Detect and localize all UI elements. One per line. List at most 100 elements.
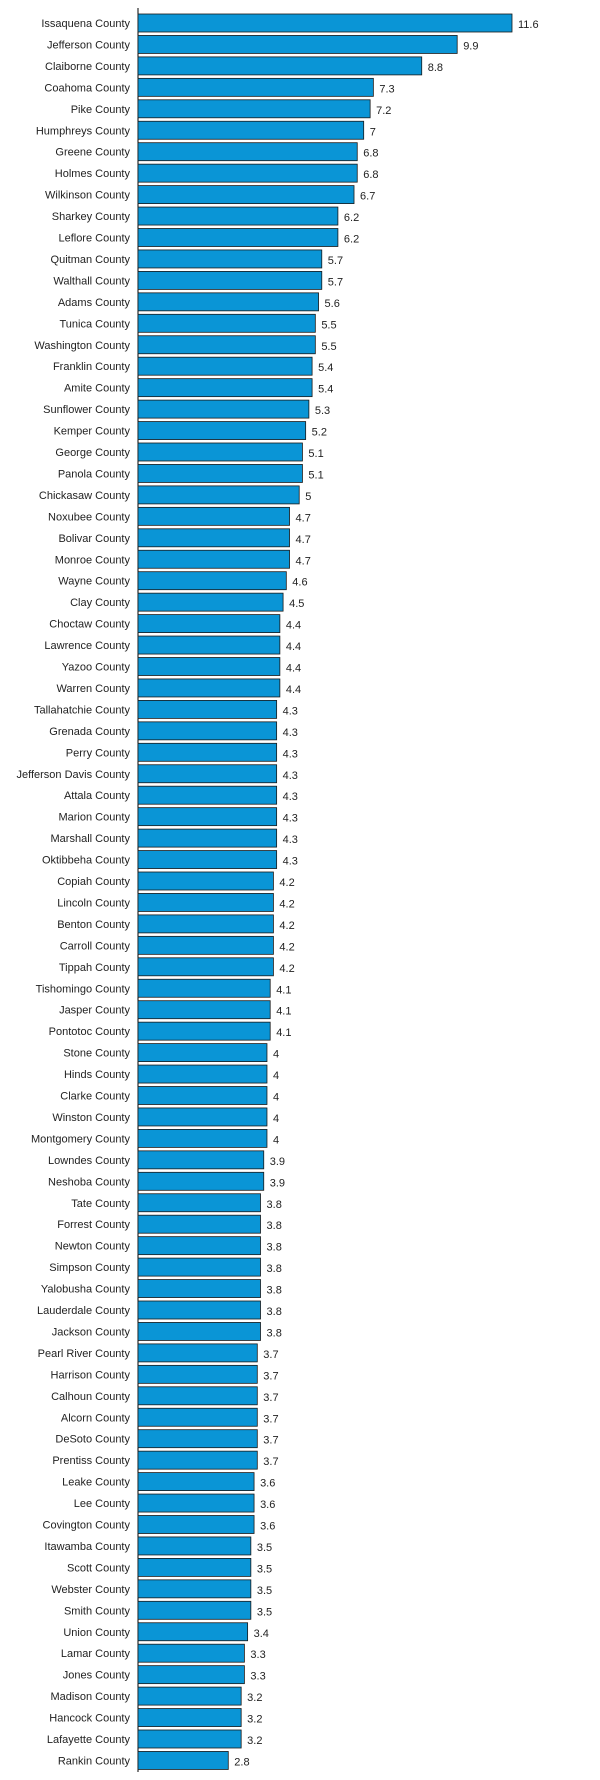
category-label: Choctaw County [49,619,130,631]
value-label: 4.3 [283,727,298,739]
value-label: 6.2 [344,212,359,224]
bar [137,249,323,269]
value-label: 4.3 [283,834,298,846]
bar [137,700,278,719]
value-label: 4.3 [283,748,298,760]
bar [137,399,310,419]
category-label: Jasper County [59,1005,130,1017]
category-label: Clarke County [60,1091,130,1103]
category-label: Sunflower County [43,404,130,416]
category-label: Jackson County [52,1326,131,1338]
category-label: Tishomingo County [36,983,131,995]
bar [137,1665,245,1685]
value-label: 5 [305,491,311,503]
category-label: Webster County [51,1584,130,1596]
value-label: 5.2 [312,427,327,439]
bar [137,871,274,891]
category-label: Pearl River County [38,1348,131,1360]
category-label: Claiborne County [45,61,130,73]
bar [137,1729,242,1749]
bar [137,893,274,912]
bar [137,1343,258,1363]
category-label: Prentiss County [52,1455,130,1467]
value-label: 4.1 [276,984,291,996]
bar [137,1300,261,1320]
bar [137,1043,268,1062]
value-label: 3.7 [263,1413,278,1425]
bar [137,313,316,333]
value-label: 6.8 [363,148,378,160]
category-label: Tate County [71,1198,130,1210]
value-label: 3.7 [263,1392,278,1404]
bar [137,421,307,440]
category-label: Warren County [56,683,130,695]
category-label: Yazoo County [62,662,131,674]
bar [137,1579,252,1599]
value-label: 9.9 [463,40,478,52]
value-label: 3.6 [260,1478,275,1490]
bar [137,1214,261,1234]
value-label: 4.2 [279,941,294,953]
bar [137,1558,252,1577]
value-label: 3.4 [254,1628,269,1640]
bar [137,270,323,290]
category-label: Issaquena County [41,18,130,30]
bar [137,1536,252,1556]
category-label: Panola County [58,468,131,480]
bar [137,228,339,247]
category-label: Perry County [66,747,131,759]
bar [137,1171,265,1191]
bar [137,785,278,805]
value-label: 3.8 [267,1306,282,1318]
value-label: 4 [273,1113,279,1125]
bar [137,935,274,955]
category-label: Jefferson Davis County [16,769,130,781]
bar [137,1129,268,1148]
bar [137,485,300,505]
category-label: Tippah County [59,962,131,974]
value-label: 3.5 [257,1606,272,1618]
bar [137,914,274,934]
bar [137,1364,258,1384]
category-label: Lamar County [61,1648,131,1660]
bar [137,850,278,869]
value-label: 3.8 [267,1242,282,1254]
value-label: 4.2 [279,877,294,889]
category-label: Clay County [70,597,130,609]
value-label: 3.2 [247,1735,262,1747]
category-label: Yalobusha County [41,1284,131,1296]
category-label: Lauderdale County [37,1305,130,1317]
category-label: Hinds County [64,1069,131,1081]
bar [137,1686,242,1706]
category-label: Kemper County [54,426,131,438]
category-label: Wayne County [58,576,130,588]
bar [137,635,281,655]
bar [137,120,365,140]
value-label: 3.8 [267,1199,282,1211]
bar [137,1622,249,1642]
category-label: Monroe County [55,554,131,566]
category-label: Hancock County [49,1713,130,1725]
category-label: Washington County [34,340,130,352]
category-label: Leake County [62,1477,130,1489]
value-label: 4.4 [286,684,301,696]
bar [137,464,303,483]
category-label: Union County [63,1627,130,1639]
category-label: George County [55,447,130,459]
bar [137,1450,258,1470]
value-label: 4.3 [283,813,298,825]
value-label: 4.3 [283,705,298,717]
category-label: Walthall County [53,275,130,287]
bar [137,721,278,741]
value-label: 3.8 [267,1263,282,1275]
value-label: 3.8 [267,1285,282,1297]
value-label: 6.8 [363,169,378,181]
bar [137,335,316,355]
bar [137,1493,255,1513]
value-label: 4.3 [283,770,298,782]
bar [137,614,281,633]
category-label: Winston County [52,1112,130,1124]
value-label: 3.5 [257,1585,272,1597]
bar [137,957,274,977]
